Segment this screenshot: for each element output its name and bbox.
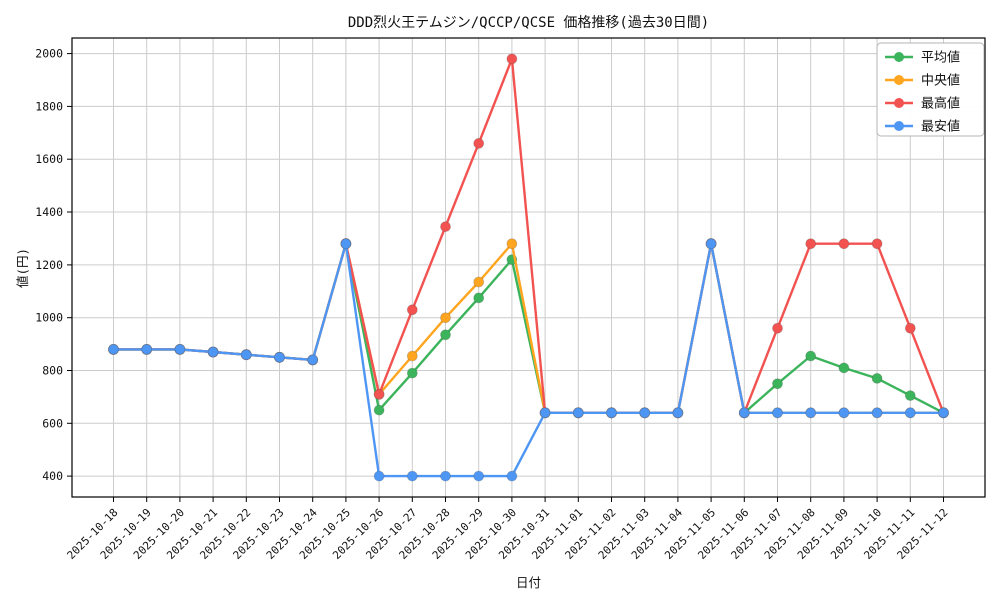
series-min-point: [871, 407, 883, 419]
series-min-point: [373, 470, 385, 482]
series-min-point: [539, 407, 551, 419]
series-min-point: [108, 343, 119, 355]
series-median-point: [440, 312, 451, 324]
legend-item-max: 最高値: [885, 96, 960, 112]
series-min-point: [141, 343, 153, 355]
series-min-point: [240, 349, 252, 361]
series-min-point: [406, 470, 418, 482]
series-avg-point: [406, 367, 418, 379]
series-min-point: [672, 407, 684, 419]
series-max-point: [772, 322, 783, 334]
svg-text:1600: 1600: [35, 152, 63, 166]
x-axis-label: 日付: [515, 575, 541, 590]
legend-item-min: 最安値: [885, 119, 960, 135]
series-max-point: [373, 388, 385, 400]
legend-label-avg: 平均値: [921, 50, 960, 66]
legend-label-min: 最安値: [921, 119, 960, 135]
series-median-point: [406, 350, 418, 362]
series-avg-point: [473, 292, 485, 304]
series-max-point: [440, 221, 451, 233]
series-min-point: [207, 346, 219, 358]
series-min-point: [506, 470, 518, 482]
series-min-point: [772, 407, 783, 419]
series-min-point: [473, 470, 485, 482]
series-min-point: [705, 238, 717, 250]
series-avg-point: [373, 404, 385, 416]
series-min-point: [440, 470, 451, 482]
svg-text:1400: 1400: [35, 205, 63, 219]
series-max-point: [506, 53, 518, 65]
plot-background: [72, 38, 985, 497]
series-max-point: [473, 137, 485, 149]
legend-label-max: 最高値: [921, 96, 960, 112]
series-min-line: [112, 242, 945, 478]
legend-marker-avg-dot: [894, 52, 904, 62]
series-median-point: [473, 276, 485, 288]
series-min: [108, 238, 949, 482]
series-max-point: [871, 238, 883, 250]
svg-text:1000: 1000: [35, 311, 63, 325]
series-max-point: [805, 238, 817, 250]
series-min-point: [572, 407, 584, 419]
series-max-point: [406, 304, 418, 316]
legend-marker-max-dot: [894, 98, 904, 108]
series-median-point: [506, 238, 518, 250]
legend-marker-median-dot: [894, 75, 904, 85]
series-avg-point: [805, 350, 817, 362]
svg-text:2000: 2000: [35, 47, 63, 61]
series-min-point: [639, 407, 651, 419]
x-tick-labels: 2025-10-182025-10-192025-10-202025-10-21…: [65, 506, 951, 562]
series-min-point: [838, 407, 850, 419]
series-min-point: [307, 354, 319, 366]
svg-text:800: 800: [42, 364, 63, 378]
series-min-point: [904, 407, 916, 419]
series-min-point: [606, 407, 617, 419]
series-avg-point: [772, 378, 783, 390]
legend-label-median: 中央値: [921, 73, 960, 89]
series-min-point: [274, 351, 285, 363]
series-avg-point: [440, 329, 451, 341]
series-min-point: [174, 343, 186, 355]
series-max-point: [838, 238, 850, 250]
svg-text:600: 600: [42, 416, 63, 430]
plot-border: [71, 37, 986, 498]
series-min-point: [340, 238, 352, 250]
series-min-point: [805, 407, 817, 419]
series-min-point: [738, 407, 750, 419]
series-avg-point: [838, 362, 850, 374]
chart-title: DDD烈火王テムジン/QCCP/QCSE 価格推移(過去30日間): [347, 15, 710, 31]
tick-marks: [67, 53, 944, 502]
legend-marker-min-dot: [894, 121, 904, 131]
series-avg-point: [904, 390, 916, 402]
legend-item-avg: 平均値: [885, 50, 960, 66]
legend-item-median: 中央値: [885, 73, 960, 89]
svg-text:1800: 1800: [35, 99, 63, 113]
y-grid: [72, 53, 985, 477]
series-max-point: [904, 322, 916, 334]
svg-text:400: 400: [42, 469, 63, 483]
y-tick-labels: 400 600 800 1000 1200 1400 1600 1800 2000: [35, 47, 63, 484]
svg-text:1200: 1200: [35, 258, 63, 272]
series-avg-point: [871, 372, 883, 384]
series-min-point: [938, 407, 949, 419]
